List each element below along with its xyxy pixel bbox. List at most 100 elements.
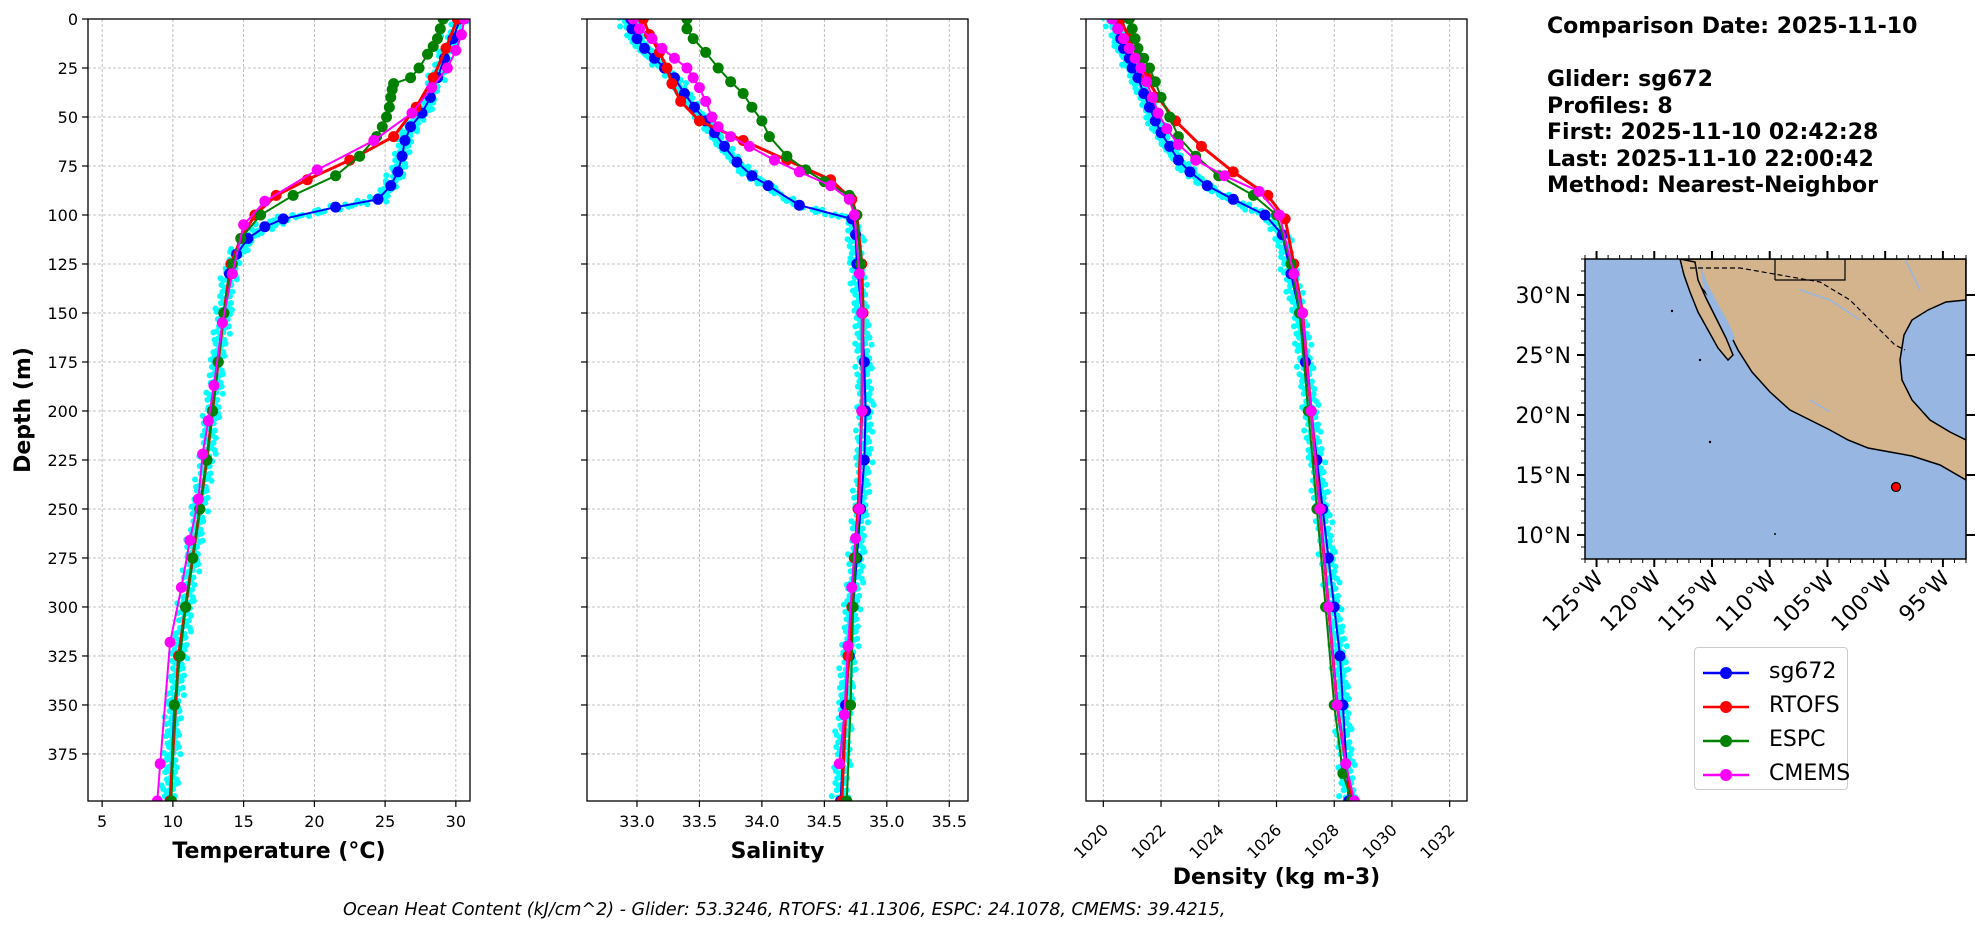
x-tick-label: 5 [97,812,107,831]
data-point-cmems [450,44,462,56]
gulf-of-california [1700,264,1735,342]
profile-panels: 5 10 15 20 25 3002550751001251501752002252502… [11,10,1468,890]
data-point-cmems [368,135,380,147]
data-point-cmems [1273,209,1285,221]
data-point-sg672 [858,356,870,368]
glider-raw-point [1305,334,1312,341]
legend-swatch [1703,701,1749,713]
glider-raw-point [828,793,835,800]
glider-raw-point [1326,537,1333,544]
axes-frame [586,18,969,802]
data-point-cmems [226,268,238,280]
data-point-espc [212,356,224,368]
data-point-rtofs [440,42,452,54]
glider-raw-point [1310,390,1317,397]
data-point-cmems [768,154,780,166]
data-point-espc [287,189,299,201]
glider-raw-point [244,247,251,254]
data-point-espc [855,258,867,270]
glider-raw-point [221,352,228,359]
profile-panel-1: 5 10 15 20 25 3002550751001251501752002252502… [11,10,471,864]
data-point-cmems [693,82,705,94]
y-tick-label: 100 [47,206,78,225]
x-tick-label: 20 [304,812,324,831]
data-point-espc [165,795,177,801]
data-point-espc [354,150,366,162]
glider-raw-point [868,341,875,348]
glider-raw-point [617,23,624,30]
glider-raw-point [429,106,436,113]
rivers [1799,259,1921,413]
y-tick-label: 225 [47,451,78,470]
glider-raw-point [172,769,179,776]
map-lon-label: 110°W [1711,566,1782,637]
data-point-cmems [1141,76,1153,88]
glider-raw-point [857,606,864,613]
glider-raw-point [218,383,225,390]
map-lat-label: 30°N [1516,284,1571,309]
data-point-cmems [856,307,868,319]
glider-raw-point [1326,512,1333,519]
data-point-espc [712,62,724,74]
data-point-sg672 [1144,101,1155,113]
glider-raw-point [1308,341,1315,348]
glider-raw-point [852,363,859,370]
glider-raw-point [847,238,854,245]
data-point-espc [1129,33,1141,45]
data-point-espc [385,91,397,103]
data-point-espc [255,209,267,221]
glider-raw-point [738,170,745,177]
data-point-cmems [311,164,323,176]
glider-raw-point [1338,628,1345,635]
glider-raw-point [1341,684,1348,691]
data-point-sg672 [424,91,436,103]
data-point-cmems [1348,795,1360,801]
glider-raw-point [1332,548,1339,555]
axes-frame [87,18,471,802]
series-rtofs [1115,19,1358,801]
data-point-sg672 [718,140,730,152]
data-point-cmems [1129,52,1141,64]
glider-raw-point [852,427,859,434]
data-point-espc [681,19,693,25]
glider-raw-point [836,684,843,691]
glider-raw-point [1336,793,1343,800]
glider-raw-point [195,561,202,568]
data-point-sg672 [731,156,743,168]
data-point-rtofs [675,95,687,107]
data-point-cmems [633,23,645,35]
data-point-cmems [706,111,718,123]
data-point-espc [434,23,446,35]
data-point-espc [1138,52,1150,64]
data-point-espc [168,699,180,711]
x-tick-label: 34.5 [807,812,843,831]
glider-raw-point [210,439,217,446]
glider-raw-point [415,120,422,127]
x-tick-label: 1020 [1070,820,1112,862]
data-point-sg672 [259,221,271,233]
glider-raw-point [192,476,199,483]
data-point-sg672 [392,166,404,178]
glider-raw-point [1143,114,1150,121]
data-point-espc [422,48,434,60]
glider-raw-point [1345,743,1352,750]
data-point-cmems [151,795,163,801]
data-point-cmems [687,72,699,84]
x-tick-label: 1032 [1416,820,1458,862]
glider-raw-point [869,428,876,435]
data-point-espc [1126,23,1138,35]
glider-raw-point [213,308,220,315]
data-point-cmems [1288,268,1300,280]
data-point-cmems [197,448,209,460]
glider-raw-point [840,601,847,608]
data-point-espc [381,111,393,123]
data-point-cmems [458,19,470,25]
data-point-espc [681,23,693,35]
island-dot [1670,309,1674,313]
glider-raw-point [866,334,873,341]
glider-raw-point [198,530,205,537]
glider-raw-point [1345,695,1352,702]
glider-raw-point [852,628,859,635]
glider-raw-point [1343,643,1350,650]
data-point-cmems [238,219,250,231]
